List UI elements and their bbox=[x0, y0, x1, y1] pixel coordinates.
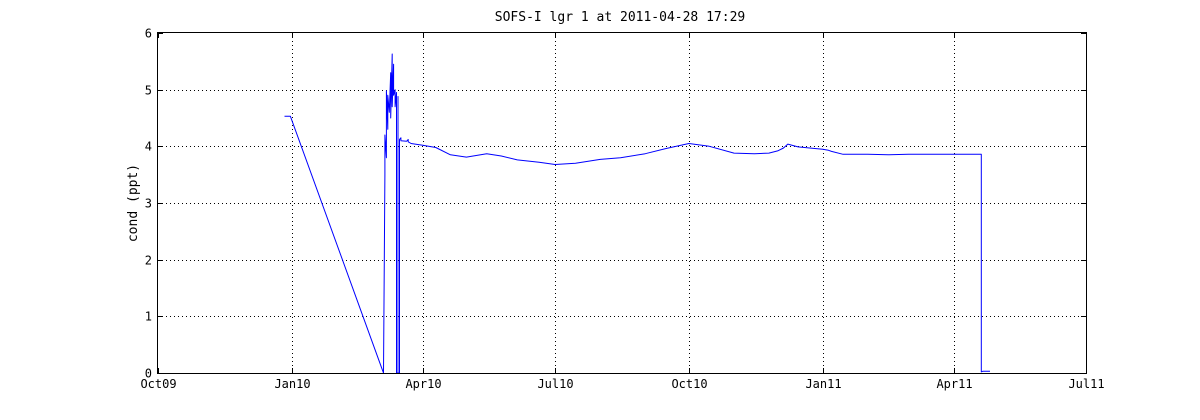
y-tick-label: 3 bbox=[145, 197, 152, 211]
series-layer bbox=[284, 53, 990, 374]
plot-frame bbox=[157, 32, 1087, 374]
x-tick-label: Jul11 bbox=[1068, 377, 1104, 391]
axis-ticks: Oct09 Jan10 Apr10 Jul10 Oct10 Jan11 Apr11 Jul11… bbox=[140, 27, 1104, 392]
x-tick-label: Jan10 bbox=[274, 377, 310, 391]
y-tick-label: 0 bbox=[145, 367, 152, 381]
x-tick-label: Apr11 bbox=[936, 377, 972, 391]
grid-lines bbox=[158, 33, 1086, 373]
y-tick-label: 6 bbox=[145, 27, 152, 41]
y-tick-label: 5 bbox=[145, 84, 152, 98]
y-tick-label: 1 bbox=[145, 310, 152, 324]
y-axis-label: cond (ppt) bbox=[126, 164, 141, 242]
y-tick-label: 4 bbox=[145, 140, 152, 154]
x-tick-label: Apr10 bbox=[405, 377, 441, 391]
x-tick-label: Oct10 bbox=[671, 377, 707, 391]
y-tick-label: 2 bbox=[145, 254, 152, 268]
x-tick-label: Oct09 bbox=[140, 377, 176, 391]
x-tick-label: Jul10 bbox=[537, 377, 573, 391]
chart-title: SOFS-I lgr 1 at 2011-04-28 17:29 bbox=[495, 10, 745, 25]
series-line bbox=[284, 53, 990, 374]
x-tick-label: Jan11 bbox=[805, 377, 841, 391]
